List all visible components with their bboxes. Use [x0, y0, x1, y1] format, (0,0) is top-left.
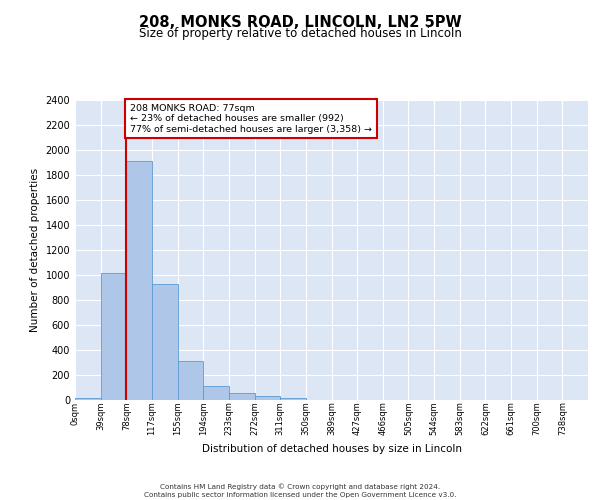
Bar: [75, 398, 101, 400]
Bar: [178, 360, 203, 400]
Bar: [280, 398, 306, 400]
Text: Contains HM Land Registry data © Crown copyright and database right 2024.
Contai: Contains HM Land Registry data © Crown c…: [144, 484, 456, 498]
X-axis label: Distribution of detached houses by size in Lincoln: Distribution of detached houses by size …: [202, 444, 461, 454]
Bar: [229, 393, 254, 400]
Bar: [127, 161, 152, 400]
Text: 208, MONKS ROAD, LINCOLN, LN2 5PW: 208, MONKS ROAD, LINCOLN, LN2 5PW: [139, 15, 461, 30]
Bar: [152, 284, 178, 400]
Text: 208 MONKS ROAD: 77sqm
← 23% of detached houses are smaller (992)
77% of semi-det: 208 MONKS ROAD: 77sqm ← 23% of detached …: [130, 104, 372, 134]
Y-axis label: Number of detached properties: Number of detached properties: [30, 168, 40, 332]
Bar: [254, 396, 280, 400]
Bar: [101, 272, 127, 400]
Text: Size of property relative to detached houses in Lincoln: Size of property relative to detached ho…: [139, 28, 461, 40]
Bar: [203, 386, 229, 400]
